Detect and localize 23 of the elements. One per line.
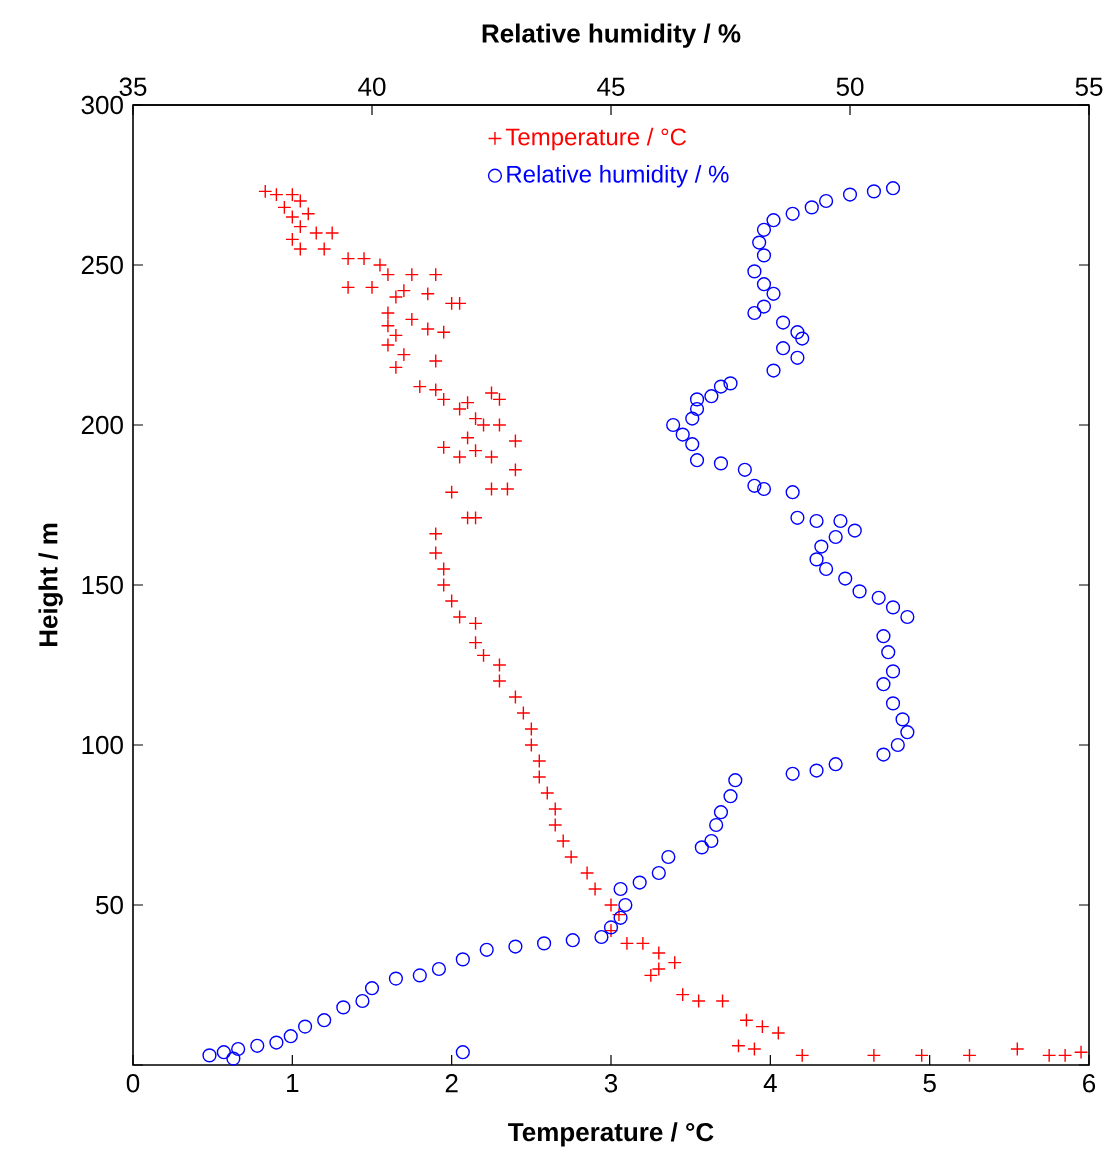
y-tick-label: 200: [81, 415, 123, 435]
x2-tick-label: 45: [597, 77, 625, 96]
x-tick-label: 4: [763, 1074, 777, 1092]
x-tick-label: 1: [287, 1074, 299, 1092]
x2-tick-label: 35: [119, 77, 147, 96]
legend-label: Relative humidity / %: [507, 165, 729, 188]
x-tick-label: 0: [126, 1074, 140, 1093]
y-tick-label: 150: [82, 575, 123, 595]
legend-label: Temperature / °C: [505, 127, 687, 151]
x-tick-label: 6: [1083, 1074, 1096, 1093]
y-tick-label: 300: [81, 95, 123, 115]
x2-tick-label: 40: [358, 77, 386, 96]
y-tick-label: 50: [96, 895, 123, 915]
x2-axis-title: Relative humidity / %: [482, 23, 741, 48]
y-tick-label: 250: [81, 255, 123, 275]
x-axis-title: Temperature / °C: [508, 1122, 714, 1147]
x-tick-label: 2: [445, 1074, 458, 1093]
x2-tick-label: 50: [836, 77, 864, 96]
x-tick-label: 3: [604, 1074, 618, 1093]
x-tick-label: 5: [923, 1074, 936, 1093]
y-tick-label: 100: [82, 735, 123, 755]
x2-tick-label: 55: [1075, 77, 1103, 96]
y-axis-title: Height / m: [38, 523, 63, 647]
